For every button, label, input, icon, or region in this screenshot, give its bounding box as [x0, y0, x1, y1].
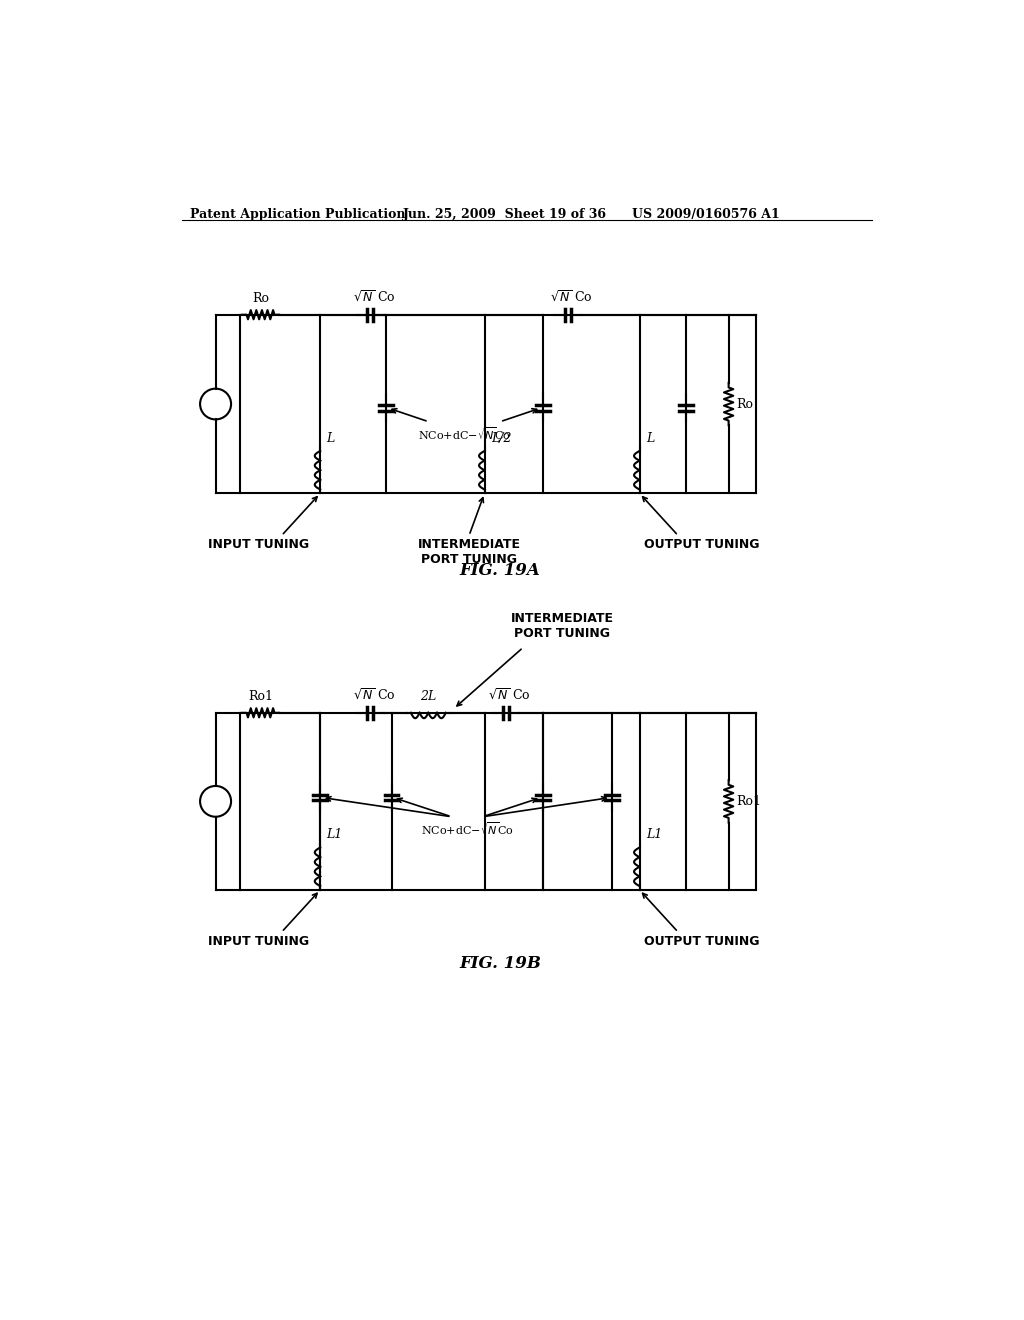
Text: Ro: Ro — [736, 397, 754, 411]
Text: L: L — [327, 432, 335, 445]
Text: OUTPUT TUNING: OUTPUT TUNING — [644, 935, 759, 948]
Text: $\sqrt{N}$ Co: $\sqrt{N}$ Co — [550, 289, 593, 305]
Text: L1: L1 — [327, 829, 343, 841]
Text: FIG. 19A: FIG. 19A — [460, 562, 541, 579]
Text: $\sqrt{N}$ Co: $\sqrt{N}$ Co — [352, 289, 395, 305]
Text: FIG. 19B: FIG. 19B — [459, 954, 541, 972]
Text: 2L: 2L — [420, 690, 436, 702]
Text: INPUT TUNING: INPUT TUNING — [208, 935, 309, 948]
Text: INPUT TUNING: INPUT TUNING — [208, 539, 309, 550]
Text: Ro: Ro — [252, 292, 269, 305]
Text: Patent Application Publication: Patent Application Publication — [190, 209, 406, 222]
Text: L/2: L/2 — [490, 432, 511, 445]
Text: $\sqrt{N}$ Co: $\sqrt{N}$ Co — [352, 688, 395, 702]
Text: Ro1: Ro1 — [248, 690, 273, 702]
Text: INTERMEDIATE
PORT TUNING: INTERMEDIATE PORT TUNING — [418, 539, 520, 566]
Text: L1: L1 — [646, 829, 662, 841]
Text: $\sqrt{N}$ Co: $\sqrt{N}$ Co — [488, 688, 531, 702]
Text: US 2009/0160576 A1: US 2009/0160576 A1 — [632, 209, 779, 222]
Text: Jun. 25, 2009  Sheet 19 of 36: Jun. 25, 2009 Sheet 19 of 36 — [403, 209, 607, 222]
Text: L: L — [646, 432, 654, 445]
Text: NCo+dC$-\sqrt{N}$Co: NCo+dC$-\sqrt{N}$Co — [421, 821, 514, 837]
Text: OUTPUT TUNING: OUTPUT TUNING — [644, 539, 759, 550]
Text: Ro1: Ro1 — [736, 795, 762, 808]
Text: INTERMEDIATE
PORT TUNING: INTERMEDIATE PORT TUNING — [511, 611, 613, 640]
Text: NCo+dC$-\sqrt{N}$Co: NCo+dC$-\sqrt{N}$Co — [418, 425, 511, 442]
